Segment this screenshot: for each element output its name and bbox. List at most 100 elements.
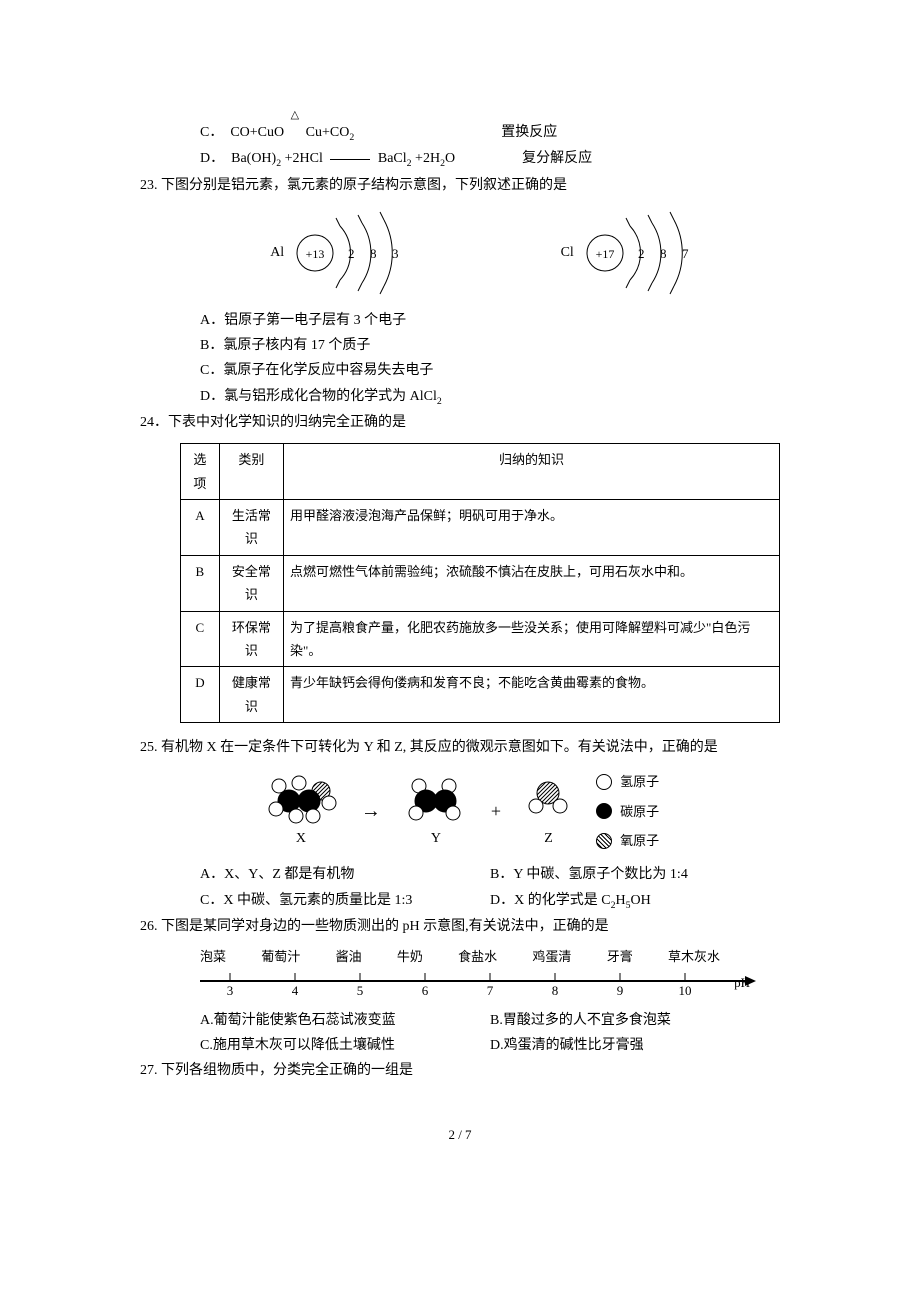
al-diagram: Al +13 2 8 3	[270, 208, 420, 298]
q25-optB: B．Y 中碳、氢原子个数比为 1:4	[490, 862, 780, 887]
mol-z: Z	[521, 771, 576, 851]
ph-item: 酱油	[336, 945, 362, 968]
q22-optC-prod: Cu+CO	[306, 125, 350, 140]
q25-legend: 氢原子 碳原子 氧原子	[596, 770, 659, 852]
o-atom-icon	[596, 833, 612, 849]
mol-z-label: Z	[544, 826, 553, 851]
cell-d-1: 健康常识	[219, 667, 283, 723]
sub-2d: 2	[440, 158, 445, 169]
sub-2b: 2	[276, 158, 281, 169]
cell-a-2: 用甲醛溶液浸泡海产品保鲜；明矾可用于净水。	[284, 499, 780, 555]
table-row: A 生活常识 用甲醛溶液浸泡海产品保鲜；明矾可用于净水。	[181, 499, 780, 555]
h-atom-icon	[596, 774, 612, 790]
sub-2a: 2	[349, 132, 354, 143]
cl-label: Cl	[561, 240, 574, 265]
svg-text:2: 2	[348, 246, 355, 261]
mol-y: Y	[401, 771, 471, 851]
q22-optD-prod2: +2H	[415, 151, 440, 166]
cl-nucleus: +17	[595, 247, 614, 261]
svg-text:7: 7	[487, 983, 494, 998]
q25-optD: D．X 的化学式是 C2H5OH	[490, 888, 780, 914]
q26-optD: D.鸡蛋清的碱性比牙膏强	[490, 1033, 780, 1058]
q24-stem: 24．下表中对化学知识的归纳完全正确的是	[140, 410, 780, 435]
ph-item: 鸡蛋清	[532, 945, 571, 968]
cell-c-1: 环保常识	[219, 611, 283, 667]
al-svg: +13 2 8 3	[290, 208, 420, 298]
q26-stem: 26. 下图是某同学对身边的一些物质测出的 pH 示意图,有关说法中，正确的是	[140, 914, 780, 939]
svg-text:2: 2	[638, 246, 645, 261]
q23-optB: B．氯原子核内有 17 个质子	[200, 333, 780, 358]
q26-optA: A.葡萄汁能使紫色石蕊试液变蓝	[200, 1008, 490, 1033]
q24-table: 选项 类别 归纳的知识 A 生活常识 用甲醛溶液浸泡海产品保鲜；明矾可用于净水。…	[180, 443, 780, 723]
cl-diagram: Cl +17 2 8 7	[561, 208, 710, 298]
q22-optD-type: 复分解反应	[522, 151, 592, 166]
svg-text:5: 5	[357, 983, 364, 998]
legend-c: 碳原子	[596, 800, 659, 823]
q23-stem: 23. 下图分别是铝元素，氯元素的原子结构示意图，下列叙述正确的是	[140, 173, 780, 198]
cl-svg: +17 2 8 7	[580, 208, 710, 298]
page: C． CO+CuO Cu+CO2 置换反应 D． Ba(OH)2 +2HCl B…	[0, 0, 920, 1207]
svg-text:8: 8	[552, 983, 559, 998]
cell-b-2: 点燃可燃性气体前需验纯；浓硫酸不慎沾在皮肤上，可用石灰水中和。	[284, 555, 780, 611]
table-row: C 环保常识 为了提高粮食产量，化肥农药施放多一些没关系；使用可降解塑料可减少"…	[181, 611, 780, 667]
q23-optA: A．铝原子第一电子层有 3 个电子	[200, 308, 780, 333]
al-label: Al	[270, 240, 284, 265]
legend-o: 氧原子	[596, 829, 659, 852]
q26-optC: C.施用草木灰可以降低土壤碱性	[200, 1033, 490, 1058]
q23-optC: C．氯原子在化学反应中容易失去电子	[200, 358, 780, 383]
q25-opts-row1: A．X、Y、Z 都是有机物 B．Y 中碳、氢原子个数比为 1:4	[200, 862, 780, 887]
svg-text:7: 7	[682, 246, 689, 261]
q25-stem: 25. 有机物 X 在一定条件下可转化为 Y 和 Z, 其反应的微观示意图如下。…	[140, 735, 780, 760]
page-number: 2 / 7	[140, 1123, 780, 1146]
ph-scale: 3 4 5 6 7 8 9 10 pH	[200, 969, 720, 1008]
cell-d-2: 青少年缺钙会得佝偻病和发育不良；不能吃含黄曲霉素的食物。	[284, 667, 780, 723]
q25-optC: C．X 中碳、氢元素的质量比是 1:3	[200, 888, 490, 914]
q22-optC: C． CO+CuO Cu+CO2 置换反应	[200, 120, 780, 146]
table-header-row: 选项 类别 归纳的知识	[181, 444, 780, 500]
table-row: D 健康常识 青少年缺钙会得佝偻病和发育不良；不能吃含黄曲霉素的食物。	[181, 667, 780, 723]
cell-b-0: B	[181, 555, 220, 611]
q27-stem: 27. 下列各组物质中，分类完全正确的一组是	[140, 1058, 780, 1083]
q22-optD-eq: D． Ba(OH)	[200, 151, 276, 166]
q26-optB: B.胃酸过多的人不宜多食泡菜	[490, 1008, 780, 1033]
q25-optD-pre: D．X 的化学式是 C	[490, 893, 611, 908]
ph-item: 食盐水	[458, 945, 497, 968]
atom-diagrams: Al +13 2 8 3 Cl +17	[200, 208, 780, 298]
cell-b-1: 安全常识	[219, 555, 283, 611]
legend-c-label: 碳原子	[620, 800, 659, 823]
svg-text:3: 3	[392, 246, 399, 261]
cell-d-0: D	[181, 667, 220, 723]
q26-opts-row1: A.葡萄汁能使紫色石蕊试液变蓝 B.胃酸过多的人不宜多食泡菜	[200, 1008, 780, 1033]
ph-items: 泡菜 葡萄汁 酱油 牛奶 食盐水 鸡蛋清 牙膏 草木灰水	[200, 945, 720, 968]
ph-item: 葡萄汁	[261, 945, 300, 968]
plus-icon: +	[491, 795, 501, 827]
th-cat: 类别	[219, 444, 283, 500]
q22-optD: D． Ba(OH)2 +2HCl BaCl2 +2H2O 复分解反应	[200, 146, 780, 172]
q22-optD-mid: +2HCl	[285, 151, 323, 166]
q25-diagram: X → Y + Z 氢原	[140, 770, 780, 852]
ph-item: 泡菜	[200, 945, 226, 968]
mol-y-svg	[401, 771, 471, 826]
th-know: 归纳的知识	[284, 444, 780, 500]
cell-a-0: A	[181, 499, 220, 555]
arrow-line	[330, 159, 370, 160]
al-nucleus: +13	[306, 247, 325, 261]
mol-y-label: Y	[431, 826, 441, 851]
q22-optC-type: 置换反应	[501, 125, 557, 140]
svg-text:4: 4	[292, 983, 299, 998]
q25-optD-mid: H	[615, 893, 625, 908]
cell-a-1: 生活常识	[219, 499, 283, 555]
q22-optC-cond	[288, 120, 303, 145]
table-row: B 安全常识 点燃可燃性气体前需验纯；浓硫酸不慎沾在皮肤上，可用石灰水中和。	[181, 555, 780, 611]
q23-optD: D．氯与铝形成化合物的化学式为 AlCl2	[200, 384, 780, 410]
sub-2c: 2	[407, 158, 412, 169]
svg-text:6: 6	[422, 983, 429, 998]
c-atom-icon	[596, 803, 612, 819]
svg-text:10: 10	[679, 983, 692, 998]
q23-optD-text: D．氯与铝形成化合物的化学式为 AlCl	[200, 389, 437, 404]
q25-optA: A．X、Y、Z 都是有机物	[200, 862, 490, 887]
mol-x: X	[261, 771, 341, 851]
q22-optD-prod: BaCl	[378, 151, 407, 166]
ph-scale-svg: 3 4 5 6 7 8 9 10	[200, 969, 760, 999]
ph-item: 草木灰水	[668, 945, 720, 968]
